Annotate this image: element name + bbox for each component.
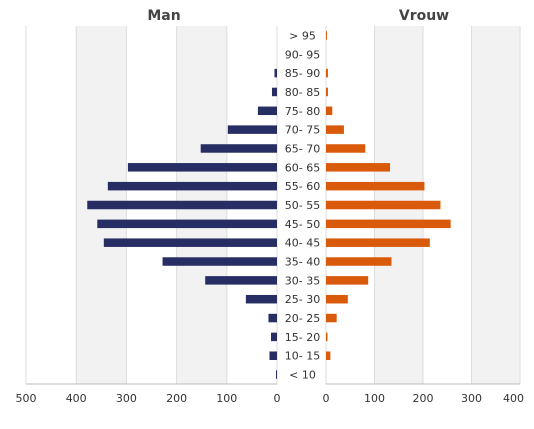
category-label: 30- 35	[285, 274, 320, 287]
category-label: 85- 90	[285, 67, 320, 80]
category-label: 15- 20	[285, 331, 320, 344]
bar-man-7	[127, 163, 277, 172]
left-tick-label: 500	[16, 392, 37, 405]
left-axis-ticks: 500 400 300 200 100 0	[16, 392, 281, 405]
category-label: < 10	[289, 369, 316, 382]
plot-band	[471, 26, 520, 384]
bar-man-9	[87, 200, 277, 210]
right-axis-ticks: 0 100 200 300 400	[323, 392, 525, 405]
category-label: 90- 95	[285, 48, 320, 61]
man-series-bars	[87, 68, 278, 379]
bar-man-10	[97, 219, 277, 229]
category-label: 40- 45	[285, 237, 320, 250]
bar-man-5	[227, 125, 277, 134]
age-category-labels: > 95 90- 95 85- 90 80- 85 75- 80 70- 75 65- 70…	[285, 29, 320, 381]
man-series-header: Man	[147, 8, 180, 24]
bar-man-17	[269, 351, 277, 360]
category-label: 35- 40	[285, 256, 320, 269]
category-label: 10- 15	[285, 350, 320, 363]
category-label: 25- 30	[285, 293, 320, 306]
category-label: 70- 75	[285, 124, 320, 137]
bar-man-4	[257, 106, 277, 116]
category-label: 55- 60	[285, 180, 320, 193]
bar-vrouw-3	[326, 87, 328, 97]
bar-man-11	[103, 238, 277, 247]
category-label: 45- 50	[285, 218, 320, 231]
bar-vrouw-6	[326, 144, 366, 153]
bar-vrouw-10	[326, 219, 451, 229]
bar-man-15	[268, 313, 277, 323]
right-tick-label: 200	[413, 392, 434, 405]
category-label: 50- 55	[285, 199, 320, 212]
bar-vrouw-12	[326, 257, 392, 266]
left-tick-label: 200	[166, 392, 187, 405]
bar-man-3	[271, 87, 277, 97]
category-label: 20- 25	[285, 312, 320, 325]
bar-man-8	[107, 181, 278, 191]
bar-man-18	[275, 370, 277, 379]
bar-vrouw-13	[326, 276, 369, 285]
category-label: 75- 80	[285, 105, 320, 118]
bar-vrouw-0	[326, 31, 327, 40]
bar-man-12	[162, 257, 277, 266]
vrouw-series-bars	[326, 31, 451, 360]
category-label: 65- 70	[285, 142, 320, 155]
category-label: 60- 65	[285, 161, 320, 174]
right-tick-label: 0	[323, 392, 330, 405]
left-tick-label: 400	[66, 392, 87, 405]
bar-man-16	[270, 332, 277, 342]
bar-vrouw-8	[326, 181, 425, 191]
right-tick-label: 400	[503, 392, 524, 405]
bar-vrouw-7	[326, 163, 391, 172]
category-label: > 95	[289, 29, 316, 42]
bar-vrouw-17	[326, 351, 331, 360]
bar-vrouw-14	[326, 294, 348, 304]
bar-vrouw-2	[326, 68, 328, 78]
right-tick-label: 300	[461, 392, 482, 405]
bar-vrouw-16	[326, 332, 328, 342]
bar-man-13	[205, 276, 277, 285]
left-tick-label: 300	[116, 392, 137, 405]
bar-man-6	[200, 144, 277, 153]
left-tick-label: 100	[216, 392, 237, 405]
plot-band	[26, 26, 77, 384]
bar-vrouw-4	[326, 106, 333, 116]
left-tick-label: 0	[274, 392, 281, 405]
vrouw-series-header: Vrouw	[399, 8, 449, 24]
bar-vrouw-5	[326, 125, 344, 134]
bar-man-14	[245, 294, 277, 304]
bar-vrouw-15	[326, 313, 337, 323]
bar-vrouw-11	[326, 238, 430, 247]
category-label: 80- 85	[285, 86, 320, 99]
right-tick-label: 100	[364, 392, 385, 405]
bar-vrouw-9	[326, 200, 441, 210]
bar-man-2	[274, 68, 277, 78]
